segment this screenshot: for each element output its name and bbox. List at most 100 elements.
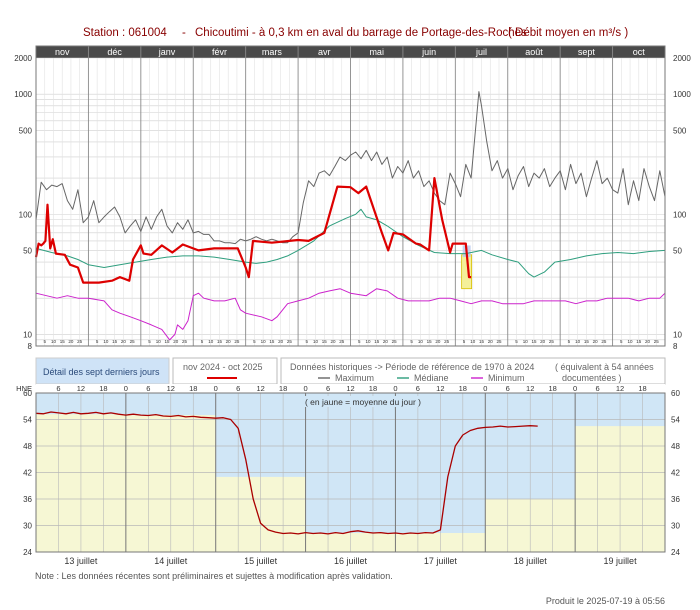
day-tick-label: 10 <box>365 339 371 344</box>
detail-y-tick-right: 42 <box>671 469 680 478</box>
median-label: Médiane <box>414 373 449 383</box>
day-tick-label: 10 <box>523 339 529 344</box>
detail-y-tick-right: 60 <box>671 389 680 398</box>
day-tick-label: 10 <box>261 339 267 344</box>
maximum-line <box>35 91 666 245</box>
hour-tick-label: 0 <box>483 384 487 393</box>
y-tick-label-left: 2000 <box>14 54 32 63</box>
month-label: déc <box>107 47 122 57</box>
day-tick-label: 15 <box>584 339 590 344</box>
day-tick-label: 15 <box>322 339 328 344</box>
month-label: janv <box>158 47 176 57</box>
detail-y-tick-right: 24 <box>671 548 680 557</box>
month-label: mai <box>369 47 384 57</box>
hour-tick-label: 6 <box>596 384 600 393</box>
day-tick-label: 25 <box>182 339 188 344</box>
detail-y-tick-right: 30 <box>671 522 680 531</box>
day-tick-label: 20 <box>540 339 546 344</box>
hour-tick-label: 12 <box>346 384 354 393</box>
last-seven-days-label: Détail des sept derniers jours <box>43 367 160 377</box>
minimum-label: Minimum <box>488 373 525 383</box>
hour-tick-label: 6 <box>506 384 510 393</box>
day-tick-label: 10 <box>103 339 109 344</box>
day-tick-label: 5 <box>568 339 571 344</box>
hour-band <box>36 384 665 393</box>
maximum-label: Maximum <box>335 373 374 383</box>
day-tick-label: 20 <box>383 339 389 344</box>
unit-label: ( Débit moyen en m³/s ) <box>508 27 628 39</box>
header-separator: - <box>182 27 186 39</box>
hour-tick-label: 12 <box>167 384 175 393</box>
historical-title: Données historiques -> Période de référe… <box>290 362 534 372</box>
hour-tick-label: 18 <box>638 384 646 393</box>
day-tick-label: 5 <box>253 339 256 344</box>
detail-y-tick-left: 24 <box>23 548 32 557</box>
day-tick-label: 25 <box>549 339 555 344</box>
y-tick-label-right: 100 <box>673 210 687 219</box>
day-tick-label: 10 <box>208 339 214 344</box>
hour-tick-label: 18 <box>189 384 197 393</box>
y-tick-label-left: 100 <box>19 210 33 219</box>
day-tick-label: 15 <box>165 339 171 344</box>
month-label: août <box>525 47 543 57</box>
day-label: 16 juillet <box>334 556 368 566</box>
hne-label: HNE <box>16 384 32 393</box>
y-tick-label-right: 8 <box>673 342 678 351</box>
day-label: 13 juillet <box>64 556 98 566</box>
day-tick-label: 5 <box>620 339 623 344</box>
day-tick-label: 25 <box>497 339 503 344</box>
detail-y-tick-left: 54 <box>23 416 32 425</box>
hour-tick-label: 12 <box>616 384 624 393</box>
hour-tick-label: 18 <box>279 384 287 393</box>
day-tick-label: 5 <box>306 339 309 344</box>
current-series-box <box>172 357 278 385</box>
current-series-line <box>34 177 472 284</box>
y-tick-label-right: 2000 <box>673 54 691 63</box>
day-tick-label: 20 <box>331 339 337 344</box>
day-tick-label: 20 <box>488 339 494 344</box>
produced-timestamp: Produit le 2025-07-19 à 05:56 <box>546 596 665 606</box>
day-tick-label: 10 <box>575 339 581 344</box>
month-label: févr <box>212 47 227 57</box>
day-tick-label: 10 <box>156 339 162 344</box>
day-label: 19 juillet <box>604 556 638 566</box>
last-seven-days-box <box>35 357 170 385</box>
hour-tick-label: 18 <box>549 384 557 393</box>
hour-tick-label: 6 <box>416 384 420 393</box>
y-tick-label-right: 1000 <box>673 90 691 99</box>
y-tick-label-right: 50 <box>673 246 682 255</box>
day-tick-label: 25 <box>654 339 660 344</box>
subtitle-backdrop <box>286 396 440 407</box>
day-tick-label: 15 <box>427 339 433 344</box>
hour-tick-label: 0 <box>303 384 307 393</box>
day-tick-label: 15 <box>479 339 485 344</box>
day-tick-label: 25 <box>444 339 450 344</box>
day-tick-label: 15 <box>374 339 380 344</box>
day-tick-label: 20 <box>278 339 284 344</box>
minimum-line <box>35 288 666 341</box>
hour-tick-label: 0 <box>393 384 397 393</box>
hour-tick-label: 6 <box>326 384 330 393</box>
median-line <box>35 208 666 278</box>
y-tick-label-right: 500 <box>673 126 687 135</box>
month-label: juin <box>421 47 436 57</box>
discharge-line <box>35 411 538 535</box>
day-tick-label: 5 <box>410 339 413 344</box>
current-series-label: nov 2024 - oct 2025 <box>183 362 263 372</box>
day-tick-label: 25 <box>77 339 83 344</box>
hour-tick-label: 18 <box>459 384 467 393</box>
day-tick-label: 10 <box>418 339 424 344</box>
day-tick-label: 10 <box>51 339 57 344</box>
station-id: Station : 061004 <box>83 27 167 39</box>
day-tick-label: 25 <box>601 339 607 344</box>
day-tick-label: 20 <box>435 339 441 344</box>
day-tick-label: 15 <box>636 339 642 344</box>
hour-tick-label: 0 <box>124 384 128 393</box>
day-tick-label: 20 <box>173 339 179 344</box>
detail-y-tick-left: 48 <box>23 442 32 451</box>
hour-tick-label: 0 <box>573 384 577 393</box>
day-tick-label: 25 <box>339 339 345 344</box>
footer-note: Note : Les données récentes sont prélimi… <box>35 571 393 581</box>
y-tick-label-left: 50 <box>23 246 32 255</box>
